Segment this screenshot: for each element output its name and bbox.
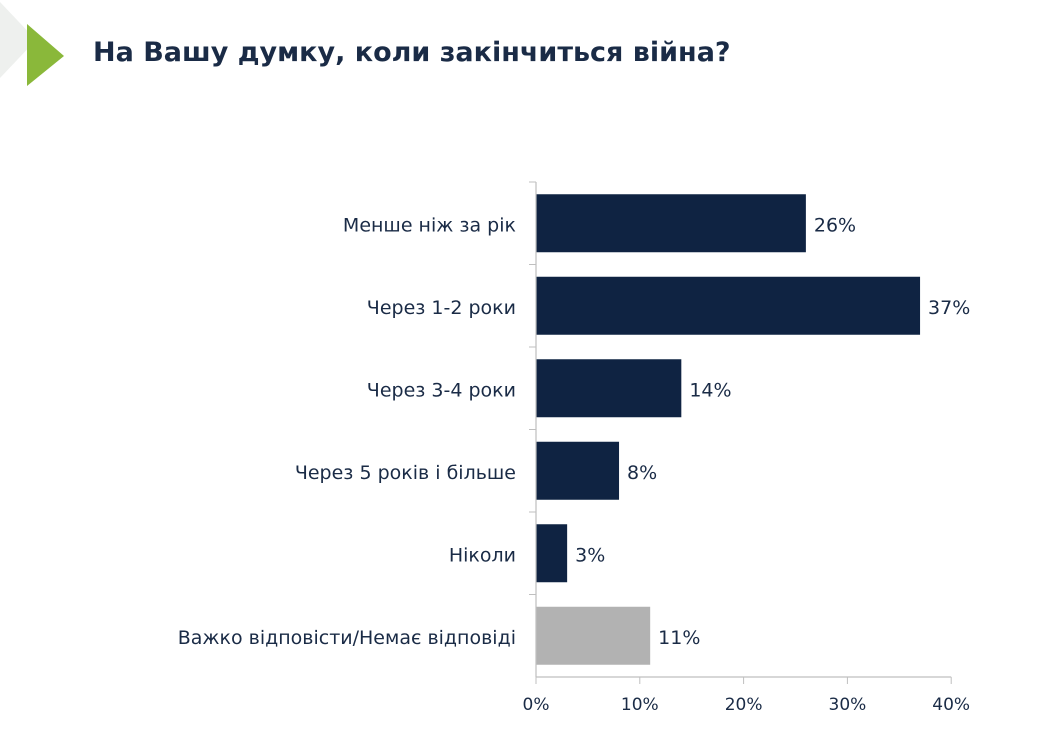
slide-header: На Вашу думку, коли закінчиться війна? xyxy=(0,0,1043,110)
x-tick-label: 40% xyxy=(932,695,970,715)
category-label: Через 1-2 роки xyxy=(367,297,516,319)
bar xyxy=(536,194,806,253)
slide-marker-icon xyxy=(0,2,64,86)
category-label: Важко відповісти/Немає відповіді xyxy=(178,627,516,649)
data-label: 14% xyxy=(689,379,731,401)
category-label: Менше ніж за рік xyxy=(343,214,516,236)
data-label: 8% xyxy=(627,462,657,484)
x-tick-label: 10% xyxy=(621,695,659,715)
x-tick-label: 30% xyxy=(829,695,867,715)
page-title: На Вашу думку, коли закінчиться війна? xyxy=(93,37,731,68)
bar xyxy=(536,441,620,500)
data-label: 37% xyxy=(928,297,970,319)
slide-marker-arrow xyxy=(27,24,64,86)
axes-group xyxy=(529,181,952,684)
bar xyxy=(536,359,682,418)
labels-group: Менше ніж за рік 26% Через 1-2 роки 37% Чере… xyxy=(178,214,971,715)
x-tick-label: 20% xyxy=(725,695,763,715)
category-label: Через 5 років і більше xyxy=(295,462,516,484)
x-tick-label: 0% xyxy=(523,695,550,715)
data-label: 3% xyxy=(575,544,605,566)
category-label: Через 3-4 роки xyxy=(367,379,516,401)
bar xyxy=(536,606,651,665)
slide-marker-shadow xyxy=(0,2,36,78)
bars-group xyxy=(536,194,921,665)
bar xyxy=(536,276,921,335)
data-label: 11% xyxy=(658,627,700,649)
data-label: 26% xyxy=(814,214,856,236)
category-label: Ніколи xyxy=(449,544,516,566)
bar xyxy=(536,524,568,583)
